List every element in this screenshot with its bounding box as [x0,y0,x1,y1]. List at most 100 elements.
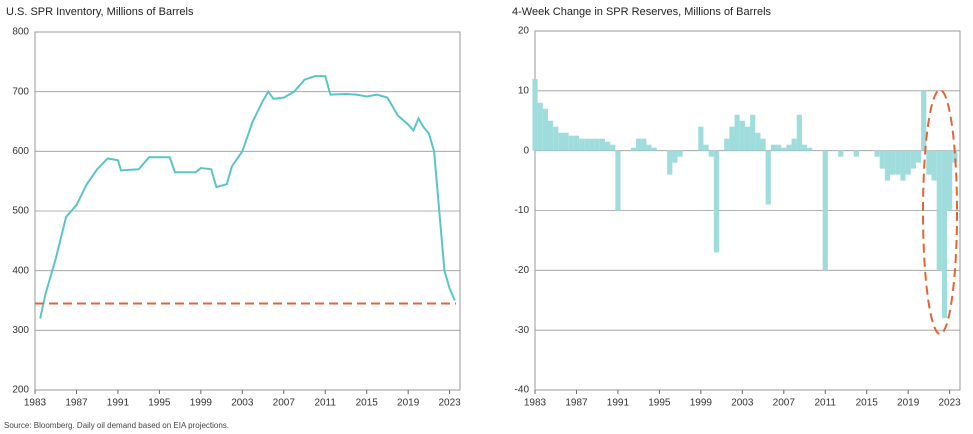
bar [698,126,704,151]
x-tick-label: 2007 [273,398,296,409]
bar [599,138,605,151]
bar [594,138,600,151]
bar [760,138,766,151]
bar [895,150,901,175]
bar [750,114,756,151]
x-tick-label: 1991 [107,398,130,409]
y-tick-label: -10 [515,205,530,216]
bar [947,150,953,211]
bar [941,150,948,319]
bar [936,150,942,271]
bar [547,120,554,151]
y-tick-label: 600 [12,146,29,157]
bar [579,138,585,151]
bar [755,132,761,151]
bar [781,147,787,151]
y-tick-label: -30 [515,325,530,336]
bar [853,150,859,157]
bar [568,135,574,151]
bar [910,150,916,169]
x-tick-label: 1983 [524,398,547,409]
y-tick-label: 20 [518,26,530,37]
bar [553,126,559,151]
x-tick-label: 2003 [731,398,754,409]
bar [915,150,922,163]
x-tick-label: 1983 [24,398,47,409]
x-tick-label: 2019 [897,398,920,409]
x-tick-label: 1999 [190,398,213,409]
y-tick-label: 800 [12,27,29,38]
bar [874,150,880,157]
bar [786,144,792,151]
y-tick-label: 10 [518,85,530,96]
bar [807,147,813,151]
x-tick-label: 2011 [814,398,836,409]
bar [931,150,937,181]
bar [776,144,782,151]
x-tick-label: 2023 [939,398,962,409]
x-tick-label: 1999 [690,398,713,409]
y-tick-label: -20 [515,265,530,276]
bar [542,108,548,151]
x-tick-label: 1995 [648,398,671,409]
bar [615,150,621,211]
x-tick-label: 1987 [565,398,588,409]
source-note: Source: Bloomberg. Daily oil demand base… [4,421,229,430]
chart-title: U.S. SPR Inventory, Millions of Barrels [6,6,194,18]
bar [729,126,735,151]
bar [589,138,595,151]
bar [537,102,543,151]
bar [734,114,740,151]
y-tick-label: 200 [12,385,29,396]
x-tick-label: 1991 [607,398,630,409]
bar [667,150,673,175]
bar [900,150,906,181]
bar [563,132,569,151]
bar [770,144,777,151]
bar [713,150,719,253]
y-tick-label: 700 [12,86,29,97]
bar [739,120,745,151]
bar [744,126,751,151]
bar [838,150,844,157]
bar [879,150,885,169]
chart-title: 4-Week Change in SPR Reserves, Millions … [512,6,772,18]
bar [952,150,958,163]
data-line [39,75,456,319]
y-tick-label: 300 [12,325,29,336]
bar [677,150,683,157]
bar [636,138,642,151]
bar [765,150,771,205]
x-tick-label: 2023 [439,398,462,409]
x-tick-label: 2011 [314,398,336,409]
highlight-ellipse [922,89,958,335]
x-tick-label: 2019 [397,398,420,409]
bar [630,147,637,151]
x-tick-label: 1987 [65,398,88,409]
bar [646,144,652,151]
y-tick-label: 400 [12,265,29,276]
y-tick-label: -40 [515,385,530,396]
bar [558,132,564,151]
bar [890,150,896,175]
bar [921,90,927,151]
bar [604,141,611,151]
bar [796,114,802,151]
bar [703,144,709,151]
bar [672,150,678,163]
x-tick-label: 2007 [773,398,796,409]
bar [584,138,590,151]
bar [708,150,714,157]
bar [532,78,538,151]
bar [926,150,932,175]
y-tick-label: 0 [523,145,529,156]
bar [905,150,911,175]
bar [822,150,828,271]
bar [651,147,657,151]
bar [573,135,580,151]
x-tick-label: 2015 [856,398,879,409]
x-tick-label: 2015 [356,398,379,409]
bar [610,144,616,151]
x-tick-label: 2003 [231,398,254,409]
